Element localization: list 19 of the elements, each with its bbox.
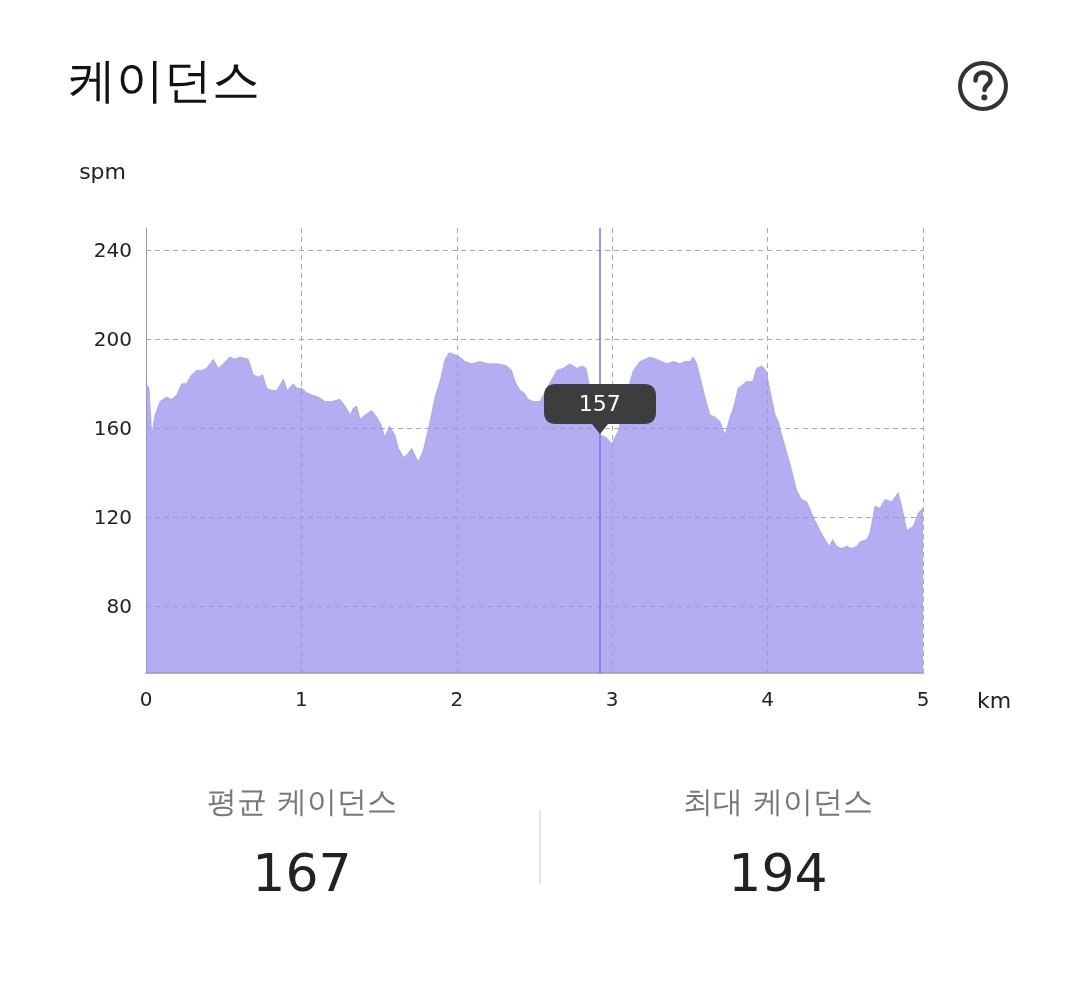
y-tick-label: 80 (106, 594, 132, 619)
x-tick-label: 0 (139, 687, 153, 711)
x-tick-label: 2 (450, 687, 464, 711)
x-axis-title: km (977, 687, 1012, 713)
y-axis-title: spm (79, 158, 126, 184)
y-tick-label: 120 (93, 505, 132, 530)
x-tick-label: 5 (916, 687, 930, 711)
chart-title: 케이던스 (68, 52, 260, 110)
x-tick-label: 4 (761, 687, 774, 711)
text: 194 (727, 842, 829, 905)
text: 167 (251, 842, 353, 905)
y-tick-label: 240 (93, 238, 132, 263)
y-tick-label: 160 (93, 416, 132, 441)
x-tick-label: 1 (295, 687, 308, 711)
text: 평균 케이던스 (206, 784, 398, 820)
annotation: 157 (577, 389, 622, 418)
text: 최대 케이던스 (682, 784, 874, 820)
x-tick-label: 3 (605, 687, 619, 711)
y-tick-label: 200 (93, 327, 132, 352)
